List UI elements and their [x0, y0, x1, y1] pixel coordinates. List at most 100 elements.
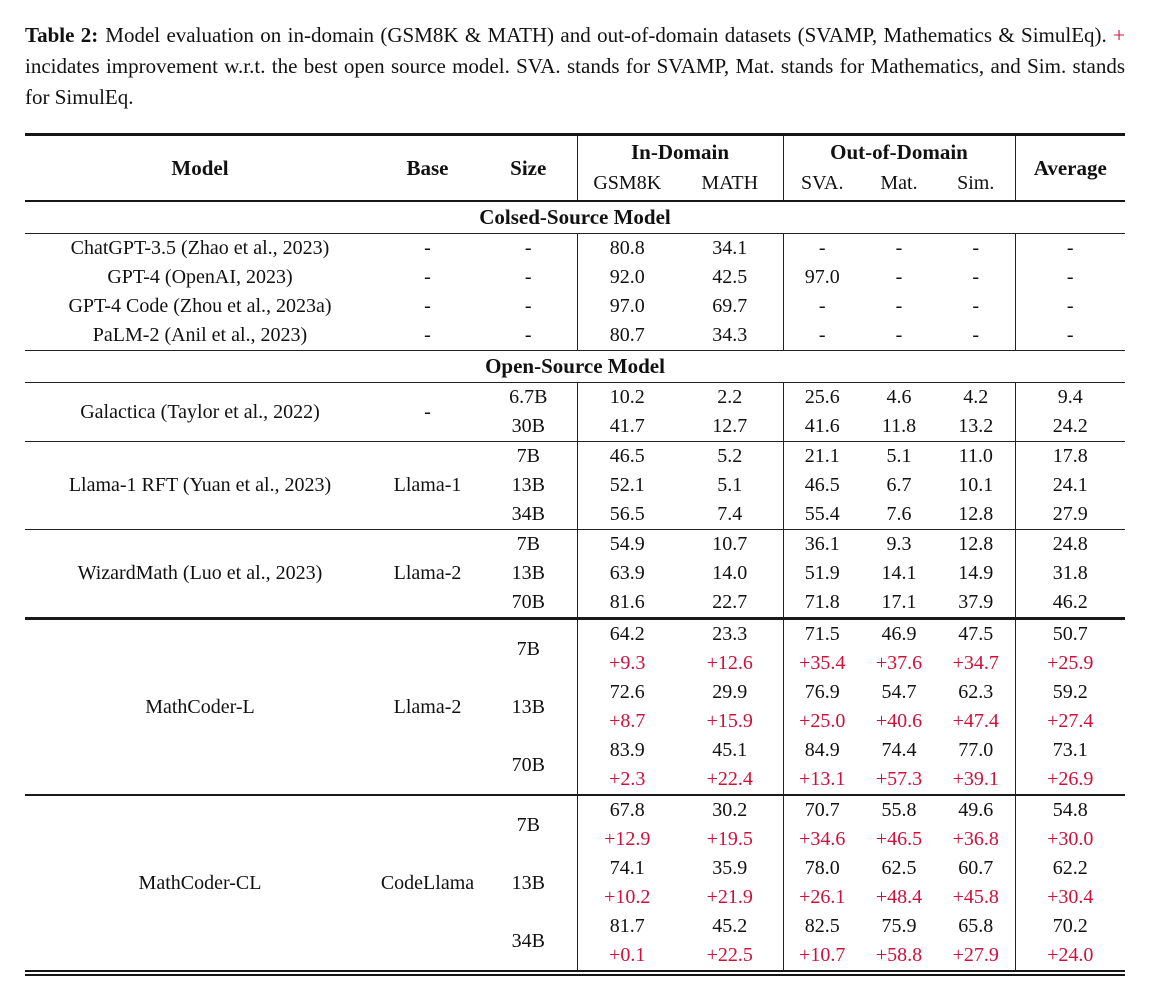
base-cell: - [424, 400, 431, 423]
delta-cell: +10.2 [604, 886, 651, 908]
table-row: 30B 41.7 12.7 41.6 11.8 13.2 24.2 [25, 412, 1125, 442]
delta-cell: +10.7 [799, 944, 846, 966]
value-cell: 10.2 [609, 386, 645, 408]
table-row: PaLM-2 (Anil et al., 2023) - - 80.7 34.3 - - - - [25, 321, 1125, 351]
value-cell: 74.4 [881, 739, 917, 761]
value-cell: - [818, 237, 826, 259]
value-cell: 80.8 [609, 237, 645, 259]
value-cell: - [818, 295, 826, 317]
caption-label: Table 2: [25, 23, 99, 47]
value-cell: 11.8 [881, 415, 917, 437]
model-cell: MathCoder-CL [25, 794, 375, 973]
header-in-domain: In-Domain [577, 134, 784, 169]
value-cell: 4.2 [937, 382, 1016, 412]
value-cell: 81.6 [609, 591, 645, 613]
value-cell: 17.8 [1015, 441, 1126, 471]
delta-cell: +8.7 [609, 710, 646, 732]
value-cell: - [1066, 295, 1074, 317]
delta-cell: +24.0 [1047, 944, 1094, 966]
value-cell: 36.1 [783, 529, 861, 559]
size-cell: 7B [480, 529, 578, 559]
value-cell: 52.1 [609, 474, 645, 496]
delta-cell: +22.4 [677, 765, 784, 795]
value-cell: 5.1 [677, 471, 784, 500]
value-cell: 41.7 [609, 415, 645, 437]
value-cell: 11.0 [937, 441, 1016, 471]
model-cell: PaLM-2 (Anil et al., 2023) [92, 324, 308, 346]
value-cell: 27.9 [1052, 503, 1088, 525]
header-gsm8k: GSM8K [577, 169, 677, 202]
header-size: Size [480, 134, 578, 202]
value-cell: 21.1 [783, 441, 861, 471]
table-row: GPT-4 (OpenAI, 2023) - - 92.0 42.5 97.0 - - - [25, 263, 1125, 292]
value-cell: 78.0 [804, 857, 840, 879]
base-cell: - [424, 324, 431, 346]
value-cell: 47.5 [937, 617, 1016, 649]
value-cell: 51.9 [804, 562, 840, 584]
value-cell: 60.7 [937, 854, 1016, 883]
value-cell: 54.8 [1015, 794, 1126, 825]
value-cell: 54.7 [881, 681, 917, 703]
model-cell: Galactica (Taylor et al., 2022) [80, 400, 320, 423]
delta-cell: +57.3 [875, 768, 923, 790]
value-cell: 2.2 [677, 382, 784, 412]
value-cell: 46.5 [577, 441, 677, 471]
value-cell: 74.1 [609, 857, 645, 879]
value-cell: - [937, 292, 1016, 321]
delta-row: +9.3 +12.6 +35.4 +37.6 +34.7 +25.9 [25, 649, 1125, 678]
delta-cell: +27.9 [937, 941, 1016, 973]
header-group-row: Model Base Size In-Domain Out-of-Domain … [25, 134, 1126, 202]
table-row: MathCoder-CL CodeLlama 7B 67.8 30.2 70.7 55.8 4… [25, 794, 1126, 973]
value-cell: 12.8 [937, 529, 1016, 559]
delta-cell: +39.1 [937, 765, 1016, 795]
table-row: 13B 52.1 5.1 46.5 6.7 10.1 24.1 [25, 471, 1125, 500]
section-title-row: Colsed-Source Model [25, 200, 1126, 234]
value-cell: 12.7 [677, 412, 784, 442]
value-cell: 9.3 [861, 529, 937, 559]
value-cell: 65.8 [937, 912, 1016, 941]
base-cell: Llama-2 [375, 529, 480, 619]
size-cell: 30B [480, 412, 578, 442]
value-cell: 62.2 [1052, 857, 1088, 879]
delta-cell: +40.6 [875, 710, 923, 732]
table-row: MathCoder-L Llama-2 7B 64.2 23.3 71.5 46.9 47.5… [25, 617, 1126, 795]
model-cell: MathCoder-L [25, 617, 375, 795]
value-cell: 63.9 [609, 562, 645, 584]
delta-cell: +2.3 [609, 768, 646, 790]
base-cell: Llama-2 [375, 617, 480, 795]
header-model: Model [25, 134, 375, 202]
header-mat: Mat. [861, 169, 937, 202]
base-cell: - [424, 237, 431, 259]
base-cell: CodeLlama [375, 794, 480, 973]
size-cell: - [480, 321, 578, 351]
value-cell: 14.1 [881, 562, 917, 584]
value-cell: 75.9 [881, 915, 917, 937]
value-cell: 9.4 [1057, 386, 1083, 408]
delta-cell: +15.9 [677, 707, 784, 736]
delta-cell: +58.8 [875, 944, 923, 966]
size-cell: - [480, 292, 578, 321]
model-cell: GPT-4 (OpenAI, 2023) [107, 266, 293, 288]
value-cell: 14.0 [677, 559, 784, 588]
size-cell: 13B [480, 471, 578, 500]
delta-cell: +46.5 [875, 828, 923, 850]
value-cell: - [937, 321, 1016, 351]
table-row: Galactica (Taylor et al., 2022) - 6.7B 10.2… [25, 382, 1125, 423]
value-cell: - [895, 324, 903, 346]
size-cell: 70B [480, 588, 578, 619]
table-row: 13B 63.9 14.0 51.9 14.1 14.9 31.8 [25, 559, 1125, 588]
delta-cell: +25.0 [799, 710, 846, 732]
delta-cell: +36.8 [937, 825, 1016, 854]
delta-row: +12.9 +19.5 +34.6 +46.5 +36.8 +30.0 [25, 825, 1125, 854]
value-cell: 6.7 [886, 474, 912, 496]
delta-cell: +9.3 [609, 652, 646, 674]
size-cell: 7B [480, 794, 578, 854]
model-cell: GPT-4 Code (Zhou et al., 2023a) [68, 295, 332, 317]
header-base: Base [375, 134, 480, 202]
value-cell: 70.7 [783, 794, 861, 825]
value-cell: 23.3 [677, 617, 784, 649]
value-cell: 13.2 [937, 412, 1016, 442]
value-cell: 46.5 [804, 474, 840, 496]
delta-cell: +35.4 [799, 652, 846, 674]
header-out-of-domain: Out-of-Domain [783, 134, 1016, 169]
